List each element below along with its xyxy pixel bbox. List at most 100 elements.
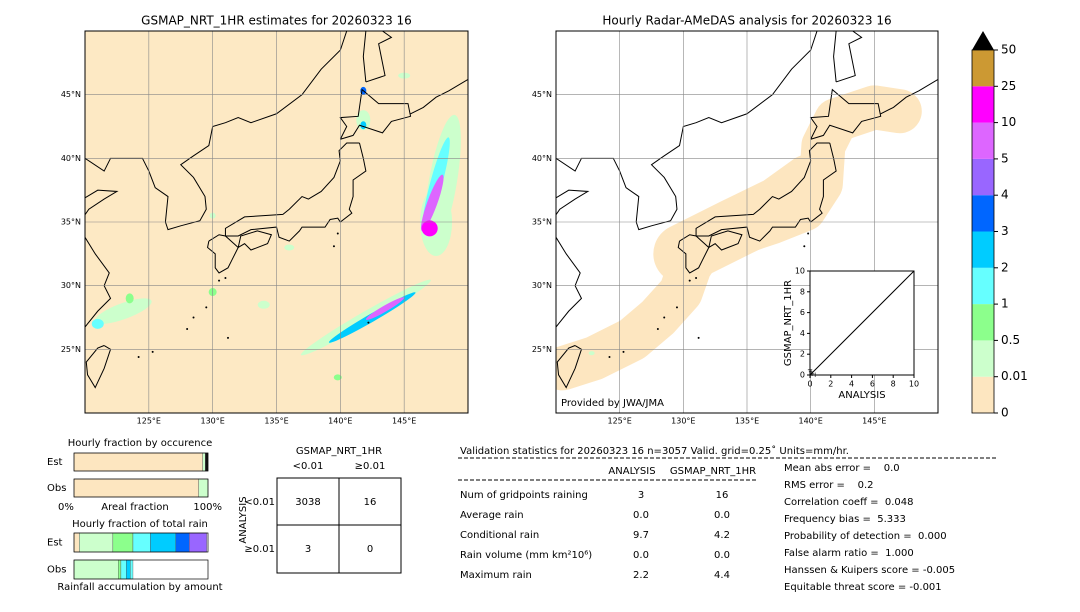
colorbar-bin — [972, 195, 994, 232]
rain-area — [333, 374, 342, 381]
score: False alarm ratio = 1.000 — [784, 548, 914, 559]
fraction-segment — [73, 452, 203, 472]
rain-area — [257, 300, 270, 309]
coastline — [556, 31, 818, 231]
analysis-coverage — [653, 153, 841, 284]
coastline — [880, 78, 938, 115]
row-label: Est — [47, 457, 63, 468]
x-axis-label: ANALYSIS — [838, 390, 885, 401]
scatter-point: + — [809, 370, 815, 378]
y-tick-label: 0 — [800, 371, 805, 380]
axis-mid: Areal fraction — [101, 502, 168, 513]
fraction-segment — [202, 452, 206, 472]
x-tick-label: 145°E — [392, 417, 416, 426]
stats-value: 0.0 — [633, 510, 649, 521]
bar-frame — [73, 478, 209, 498]
score: Probability of detection = 0.000 — [784, 531, 947, 542]
island — [332, 245, 335, 248]
fraction-segment — [198, 478, 209, 498]
island — [218, 279, 221, 282]
island — [367, 321, 370, 324]
side-label: ANALYSIS — [238, 496, 249, 543]
island — [226, 336, 229, 339]
coastline — [365, 31, 393, 83]
fraction-segment — [120, 559, 127, 580]
rain-area — [91, 318, 104, 329]
bar-footer: Rainfall accumulation by amount — [57, 582, 222, 593]
island — [186, 327, 189, 330]
colorbar-bin — [972, 304, 994, 341]
colorbar-bin — [972, 231, 994, 268]
stats-label: Num of gridpoints raining — [460, 490, 588, 501]
coastline — [362, 31, 367, 82]
coastline — [556, 189, 590, 216]
bar-frame — [73, 559, 209, 580]
fraction-segment — [126, 559, 131, 580]
y-tick-label: 25°N — [532, 345, 552, 354]
y-axis-label: GSMAP_NRT_1HR — [783, 280, 794, 366]
colorbar-bin — [972, 122, 994, 159]
y-tick-label: 45°N — [61, 90, 81, 99]
x-tick-label: 140°E — [799, 417, 823, 426]
coastline — [835, 31, 863, 83]
fraction-segment — [73, 532, 80, 553]
y-tick-label: 35°N — [61, 218, 81, 227]
stats-label: Rain volume (mm km²10⁶) — [460, 550, 592, 561]
credit: Provided by JWA/JMA — [561, 398, 664, 409]
score: Mean abs error = 0.0 — [784, 463, 900, 474]
coastline — [85, 237, 112, 328]
island — [192, 316, 195, 319]
stats-value: 2.2 — [633, 570, 649, 581]
coastline — [556, 237, 583, 328]
island — [688, 279, 691, 282]
x-tick-label: 8 — [891, 380, 896, 389]
score: RMS error = 0.2 — [784, 480, 874, 491]
y-tick-label: 45°N — [532, 90, 552, 99]
colorbar-bin — [972, 376, 994, 413]
fraction-segment — [130, 559, 134, 580]
map-title: Hourly Radar-AMeDAS analysis for 2026032… — [602, 14, 891, 28]
bar-frame — [73, 452, 209, 472]
fraction-segment — [205, 452, 209, 472]
row-label: Obs — [47, 483, 66, 494]
stats-value: 0.0 — [633, 550, 649, 561]
coastline — [708, 230, 743, 251]
coastline — [85, 189, 119, 216]
x-tick-label: 6 — [870, 380, 875, 389]
coastline — [410, 78, 468, 115]
score: Hanssen & Kuipers score = -0.005 — [784, 565, 955, 576]
x-tick-label: 10 — [909, 380, 919, 389]
stats-label: Maximum rain — [460, 570, 532, 581]
colorbar-bin — [972, 340, 994, 377]
row-header: ≥0.01 — [244, 544, 275, 555]
scatter-point: + — [807, 371, 813, 379]
score: Frequency bias = 5.333 — [784, 514, 906, 525]
scatter-point: + — [807, 366, 813, 374]
fraction-segment — [73, 478, 199, 498]
y-tick-label: 35°N — [532, 218, 552, 227]
island — [656, 327, 659, 330]
fraction-segment — [118, 559, 122, 580]
score: Correlation coeff = 0.048 — [784, 497, 914, 508]
stats-value: 0.0 — [714, 510, 730, 521]
bar-frame — [73, 532, 209, 553]
island — [663, 316, 666, 319]
fraction-segment — [189, 532, 207, 553]
rain-area — [360, 121, 367, 130]
rain-area — [421, 220, 438, 237]
x-tick-label: 145°E — [862, 417, 886, 426]
colorbar-label: 0.5 — [1001, 333, 1020, 347]
cell: 16 — [364, 497, 377, 508]
map-title: GSMAP_NRT_1HR estimates for 20260323 16 — [141, 14, 412, 28]
colorbar-label: 25 — [1001, 79, 1016, 93]
island — [151, 350, 154, 353]
colorbar-label: 0 — [1001, 406, 1009, 420]
x-tick-label: 130°E — [201, 417, 225, 426]
island — [622, 350, 625, 353]
cell: 3 — [305, 544, 311, 555]
y-tick-label: 6 — [800, 308, 805, 317]
y-tick-label: 4 — [800, 329, 805, 338]
stats-value: 4.2 — [714, 530, 730, 541]
y-tick-label: 2 — [800, 350, 805, 359]
score: Equitable threat score = -0.001 — [784, 582, 942, 593]
